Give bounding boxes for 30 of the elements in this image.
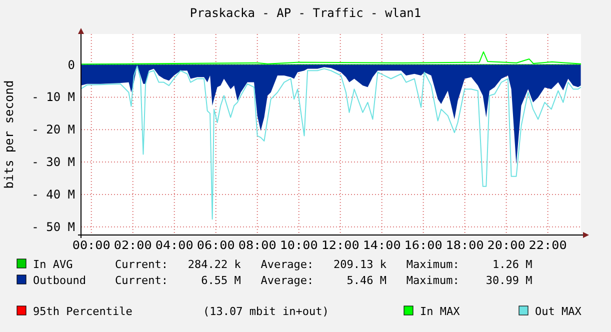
chart-title: Praskacka - AP - Traffic - wlan1 <box>190 6 422 20</box>
y-axis-title: bits per second <box>2 80 16 189</box>
text: (13.07 mbit in+out) <box>203 305 329 318</box>
text: Current: 284.22 k Average: 209.13 k Maximum: 1.26 M <box>115 258 533 271</box>
x-tick-label: 18:00 <box>446 238 484 252</box>
legend-label: Out MAX <box>535 305 582 318</box>
legend-label: In AVG <box>33 258 73 271</box>
legend-label: In MAX <box>420 305 460 318</box>
x-tick-label: 20:00 <box>487 238 526 252</box>
x-tick-label: 16:00 <box>404 238 442 252</box>
legend-label: Outbound <box>33 274 86 287</box>
x-tick-label: 04:00 <box>155 238 194 252</box>
x-tick-label: 00:00 <box>72 238 110 252</box>
x-tick-label: 12:00 <box>321 238 360 252</box>
y-tick-label: 0 <box>68 58 75 72</box>
x-tick-label: 02:00 <box>114 238 152 252</box>
y-tick-label: - 20 M <box>32 122 75 137</box>
y-tick-label: - 10 M <box>32 90 75 104</box>
y-tick-label: - 30 M <box>32 155 75 170</box>
text: 95th Percentile <box>33 305 132 318</box>
x-tick-label: 10:00 <box>280 238 318 252</box>
text: Current: 6.55 M Average: 5.46 M Maximum: 30.99 M <box>115 274 533 287</box>
x-tick-label: 08:00 <box>238 238 276 252</box>
y-tick-label: - 40 M <box>32 187 75 202</box>
x-tick-label: 22:00 <box>528 238 567 252</box>
line-series <box>80 51 582 65</box>
line-series <box>80 66 582 220</box>
y-tick-label: - 50 M <box>32 220 75 234</box>
x-tick-label: 14:00 <box>362 238 401 252</box>
x-tick-label: 06:00 <box>196 238 235 252</box>
